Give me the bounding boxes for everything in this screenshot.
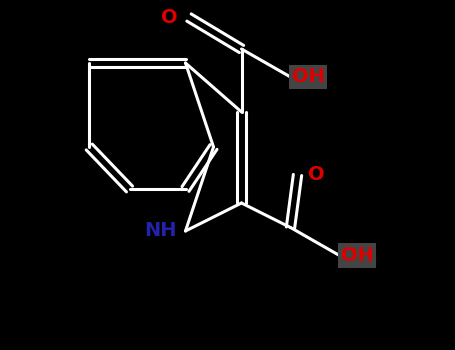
Text: O: O — [308, 166, 325, 184]
Text: OH: OH — [340, 246, 374, 265]
Text: OH: OH — [292, 68, 324, 86]
Text: O: O — [162, 8, 178, 27]
Text: NH: NH — [145, 222, 177, 240]
